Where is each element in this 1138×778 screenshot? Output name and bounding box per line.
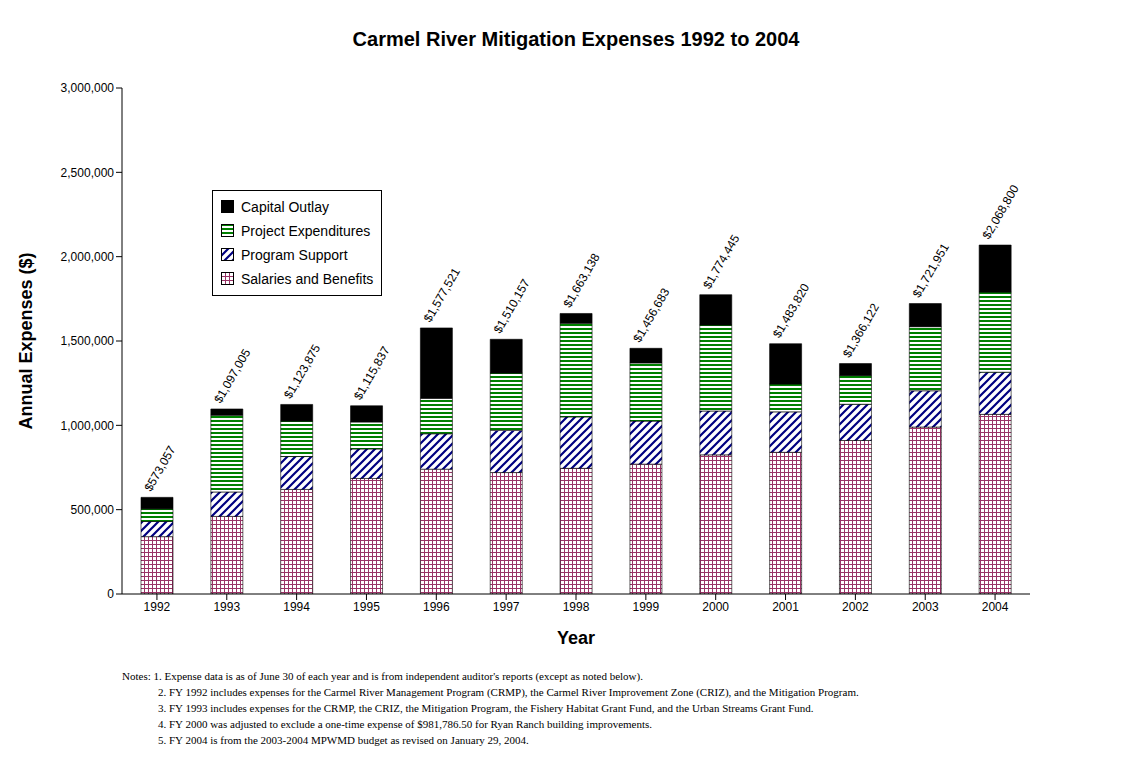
html-text:4. FY 2000 was adjusted to exc: 4. FY 2000 was adjusted to exclude a one…	[158, 718, 653, 730]
svg-text:1,500,000: 1,500,000	[61, 334, 115, 348]
svg-text:0: 0	[107, 587, 114, 601]
svg-text:$573,057: $573,057	[141, 443, 178, 494]
svg-text:$2,068,800: $2,068,800	[980, 182, 1022, 241]
svg-text:$1,456,683: $1,456,683	[630, 286, 672, 345]
svg-text:2004: 2004	[982, 600, 1009, 614]
svg-text:$1,366,122: $1,366,122	[840, 301, 882, 360]
html-text:Capital Outlay: Capital Outlay	[241, 199, 329, 215]
svg-text:$1,115,837: $1,115,837	[351, 344, 393, 403]
svg-text:1992: 1992	[144, 600, 171, 614]
svg-text:2002: 2002	[842, 600, 869, 614]
html-text:Program Support: Program Support	[241, 247, 348, 263]
html-text:Project Expenditures: Project Expenditures	[241, 223, 371, 239]
svg-text:2001: 2001	[772, 600, 799, 614]
html-text:3. FY 1993 includes expenses f: 3. FY 1993 includes expenses for the CRM…	[158, 702, 814, 714]
svg-text:$1,577,521: $1,577,521	[421, 265, 463, 324]
svg-text:$1,483,820: $1,483,820	[770, 281, 812, 340]
svg-text:1998: 1998	[563, 600, 590, 614]
svg-text:1996: 1996	[423, 600, 450, 614]
svg-text:1993: 1993	[213, 600, 240, 614]
svg-text:Annual Expenses ($): Annual Expenses ($)	[16, 252, 36, 429]
svg-text:1999: 1999	[632, 600, 659, 614]
svg-text:1997: 1997	[493, 600, 520, 614]
svg-text:2,500,000: 2,500,000	[61, 166, 115, 180]
svg-text:$1,097,005: $1,097,005	[211, 346, 253, 405]
html-text:Carmel River Mitigation Expens: Carmel River Mitigation Expenses 1992 to…	[352, 28, 800, 50]
html-text:Notes: 1. Expense data is as o: Notes: 1. Expense data is as of June 30 …	[122, 670, 643, 682]
svg-text:3,000,000: 3,000,000	[61, 81, 115, 95]
svg-text:$1,663,138: $1,663,138	[560, 251, 602, 310]
svg-text:500,000: 500,000	[71, 503, 115, 517]
html-text:2. FY 1992 includes expenses f: 2. FY 1992 includes expenses for the Car…	[158, 686, 859, 698]
svg-text:2,000,000: 2,000,000	[61, 250, 115, 264]
svg-text:$1,721,951: $1,721,951	[910, 241, 952, 300]
svg-text:1,000,000: 1,000,000	[61, 419, 115, 433]
html-text:Salaries and Benefits: Salaries and Benefits	[241, 271, 374, 287]
svg-text:2003: 2003	[912, 600, 939, 614]
svg-text:$1,123,875: $1,123,875	[281, 342, 323, 401]
svg-text:$1,774,445: $1,774,445	[700, 232, 742, 291]
svg-text:2000: 2000	[702, 600, 729, 614]
svg-text:1994: 1994	[283, 600, 310, 614]
html-text:5. FY 2004 is from the 2003-20: 5. FY 2004 is from the 2003-2004 MPWMD b…	[158, 734, 529, 746]
svg-text:1995: 1995	[353, 600, 380, 614]
svg-text:$1,510,157: $1,510,157	[491, 276, 533, 335]
svg-text:Year: Year	[557, 628, 595, 648]
